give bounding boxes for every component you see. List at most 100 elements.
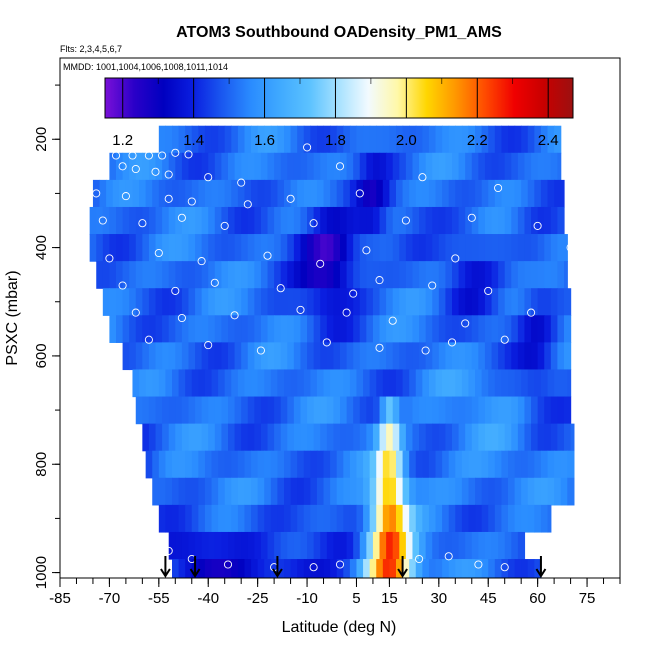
measurement-point [151,167,160,176]
profile-arrow [397,556,408,578]
heatmap-cell [550,342,559,371]
heatmap-cell [277,125,285,154]
heatmap-cell [330,450,338,479]
heatmap-cell [168,396,176,425]
x-tick-label: 45 [480,590,497,607]
heatmap-cell [247,423,255,452]
heatmap-cell [550,206,559,235]
heatmap-cell [125,179,134,208]
y-tick-label: 600 [33,343,50,368]
heatmap-cell [333,206,341,235]
heatmap-cell [221,396,229,425]
heatmap-cell [366,531,374,560]
heatmap-cell [330,179,338,208]
heatmap-cell [303,369,311,398]
measurement-point [484,286,493,295]
heatmap-cell [372,396,381,425]
heatmap-cell [178,504,186,533]
heatmap-cell [491,423,499,452]
measurement-point [144,151,153,160]
heatmap-cell [402,369,410,398]
heatmap-cell [221,152,229,181]
heatmap-cell [524,152,532,181]
heatmap-cell [284,369,292,398]
x-axis-label: Latitude (deg N) [282,619,397,636]
heatmap-cell [267,396,275,425]
heatmap-cell [287,342,295,371]
heatmap-cell [148,234,157,262]
measurement-point [98,151,107,160]
heatmap-cell [405,342,414,371]
heatmap-cell [290,504,298,533]
heatmap-cell [260,152,269,181]
heatmap-cell [237,369,246,398]
heatmap-cell [508,477,516,506]
heatmap-cell [425,315,433,343]
heatmap-cell [415,450,423,479]
heatmap-cell [293,531,302,560]
heatmap-cell [280,315,288,343]
heatmap-cell [491,531,499,560]
heatmap-cell [270,179,279,208]
colorbar-tick-label: 2.0 [396,132,417,149]
heatmap-cell [521,369,529,398]
heatmap-cell [356,125,364,154]
measurement-point [461,319,470,328]
flights-note: Flts: 2,3,4,5,6,7 [60,44,122,54]
heatmap-cell [540,369,549,398]
heatmap-cell [356,450,364,479]
measurement-point [322,338,331,347]
heatmap-cell [330,477,338,506]
heatmap-cell [221,261,229,289]
heatmap-cell [442,477,450,506]
heatmap-cell [135,342,143,371]
heatmap-cell [162,234,170,262]
heatmap-cell [531,342,539,371]
heatmap-cell [264,559,272,578]
heatmap-cell [333,234,341,262]
heatmap-cell [165,125,173,154]
heatmap-cell [247,261,255,289]
heatmap-cell [280,234,288,262]
heatmap-cell [353,315,361,343]
heatmap-cell [148,396,157,425]
heatmap-cell [293,206,302,235]
heatmap-cell [455,559,463,578]
heatmap-cell [514,179,522,208]
measurement-point [256,346,265,355]
heatmap-cell [320,234,328,262]
heatmap-cell [501,477,509,506]
heatmap-cell [521,504,529,533]
measurement-point [421,346,430,355]
heatmap-cell [188,206,196,235]
heatmap-row [122,342,572,371]
heatmap-cell [257,125,265,154]
heatmap-cell [148,315,157,343]
heatmap-cell [524,342,532,371]
heatmap-cell [527,504,535,533]
y-tick-label: 800 [33,452,50,477]
heatmap-cell [379,152,387,181]
heatmap-cell [399,288,407,316]
heatmap-cell [481,477,489,506]
heatmap-cell [96,234,104,262]
heatmap-cell [293,315,302,343]
heatmap-cell [419,396,427,425]
x-axis: -85 -70 -55 -40 -25 -10 5 15 30 45 60 75 [49,578,621,607]
heatmap-cell [330,125,338,154]
x-tick-label: -40 [197,590,219,607]
heatmap-cell [544,234,552,262]
heatmap-cell [142,152,150,181]
heatmap-cell [392,234,400,262]
heatmap-cell [165,450,173,479]
heatmap-cell [564,315,572,343]
heatmap-cell [129,288,137,316]
measurement-point [444,552,453,561]
heatmap-cell [221,206,229,235]
heatmap-cell [142,315,150,343]
heatmap-cell [527,179,535,208]
heatmap-cell [564,234,568,262]
heatmap-cell [468,504,476,533]
heatmap-cell [399,396,407,425]
measurement-point [158,151,167,160]
